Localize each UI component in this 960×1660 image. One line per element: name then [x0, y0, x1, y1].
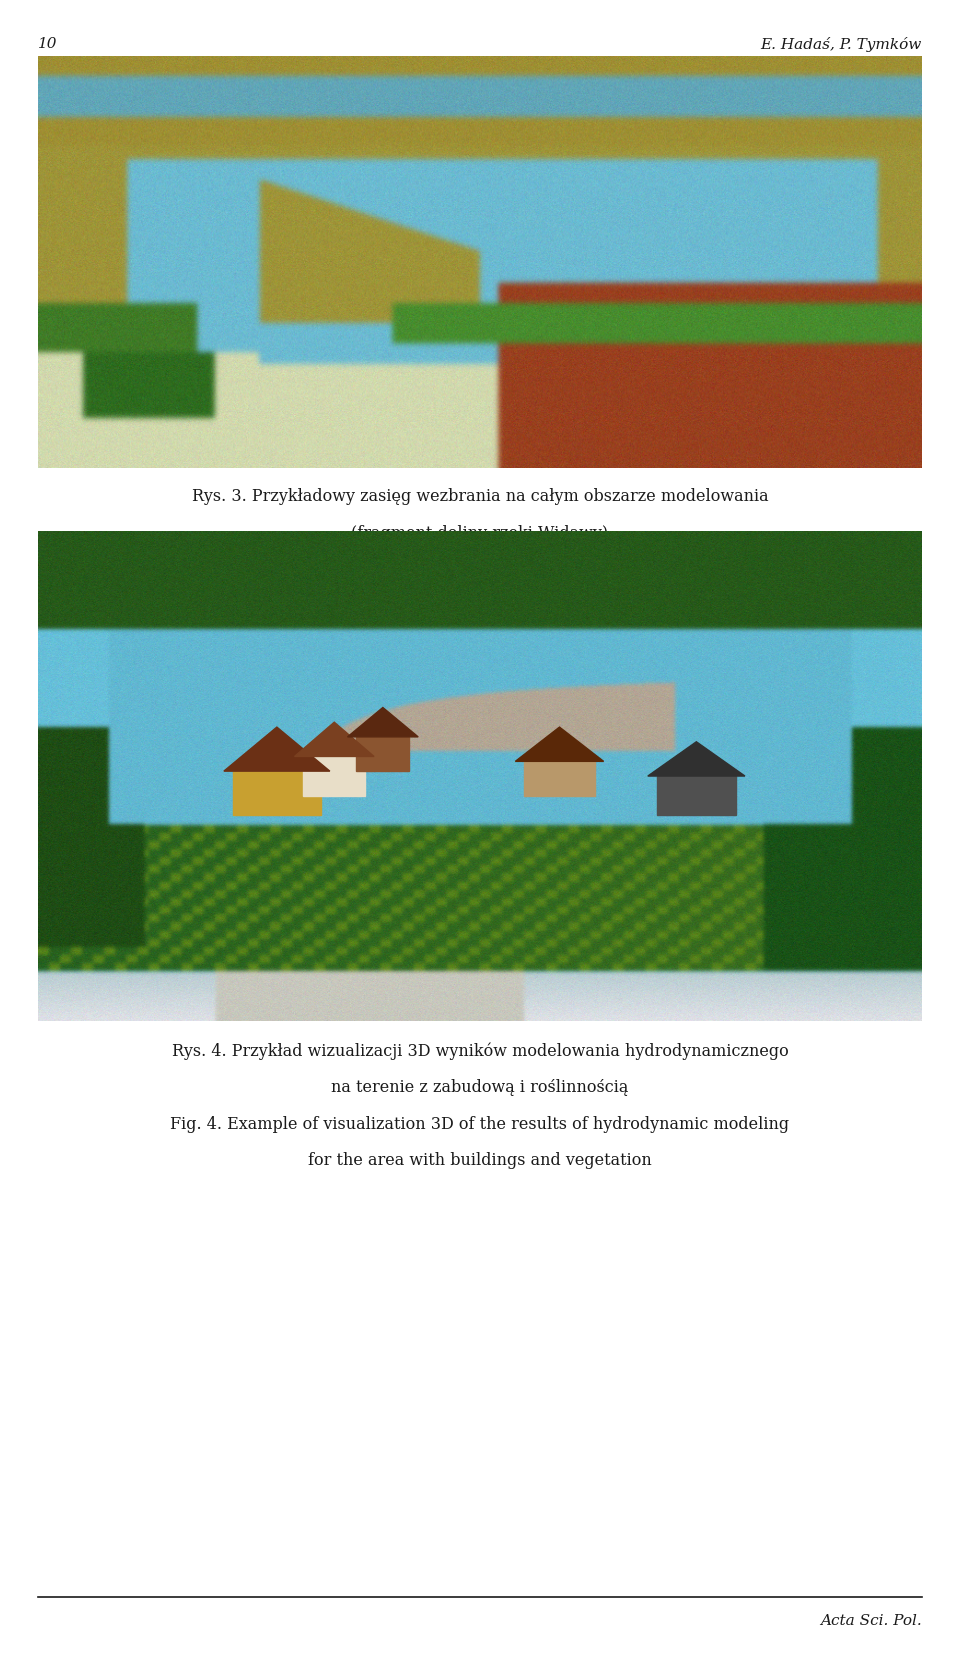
Polygon shape — [348, 707, 419, 737]
Text: Rys. 4. Przykład wizualizacji 3D wyników modelowania hydrodynamicznego: Rys. 4. Przykład wizualizacji 3D wyników… — [172, 1042, 788, 1061]
Polygon shape — [224, 727, 330, 772]
Text: Fig. 3. Example of flood extent  for the whole area of modeling: Fig. 3. Example of flood extent for the … — [224, 561, 736, 578]
Text: for the area with buildings and vegetation: for the area with buildings and vegetati… — [308, 1152, 652, 1169]
Text: Acta Sci. Pol.: Acta Sci. Pol. — [820, 1614, 922, 1627]
Polygon shape — [648, 742, 745, 777]
Text: E. Hadaś, P. Tymków: E. Hadaś, P. Tymków — [760, 37, 922, 51]
Bar — [356, 737, 409, 772]
Polygon shape — [516, 727, 604, 762]
Bar — [524, 762, 595, 795]
Text: (fragment doliny rzeki Widawy): (fragment doliny rzeki Widawy) — [351, 525, 609, 541]
Bar — [657, 775, 736, 815]
Text: (part of Widawa River valley): (part of Widawa River valley) — [361, 598, 599, 614]
Bar — [303, 757, 365, 795]
Text: Rys. 3. Przykładowy zasięg wezbrania na całym obszarze modelowania: Rys. 3. Przykładowy zasięg wezbrania na … — [192, 488, 768, 505]
Text: Fig. 4. Example of visualization 3D of the results of hydrodynamic modeling: Fig. 4. Example of visualization 3D of t… — [171, 1116, 789, 1132]
Text: 10: 10 — [38, 37, 58, 50]
Text: na terenie z zabudową i roślinnością: na terenie z zabudową i roślinnością — [331, 1079, 629, 1096]
Bar — [232, 772, 321, 815]
Polygon shape — [295, 722, 374, 757]
